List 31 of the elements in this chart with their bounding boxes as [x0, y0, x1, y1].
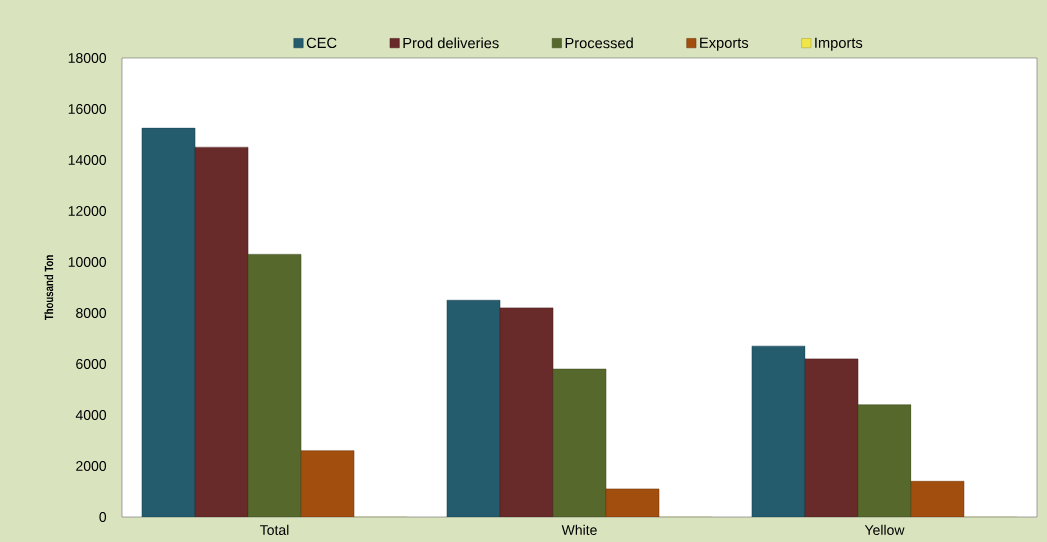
legend-label: Prod deliveries	[403, 37, 499, 49]
bar	[751, 345, 806, 517]
y-tick-label: 12000	[68, 206, 107, 216]
legend-label: Imports	[815, 37, 863, 51]
bar	[300, 450, 355, 517]
bar	[194, 146, 249, 517]
legend-label: Exports	[700, 37, 749, 51]
bar	[605, 488, 660, 517]
bar	[857, 404, 912, 517]
bar	[446, 299, 501, 517]
y-tick-label: 8000	[76, 308, 107, 318]
y-tick-label: 4000	[75, 410, 107, 420]
bar	[247, 254, 302, 517]
y-tick-label: 2000	[76, 461, 107, 471]
bar	[552, 368, 607, 517]
y-tick-label: 6000	[76, 359, 107, 369]
y-tick-label: 10000	[68, 257, 107, 267]
y-tick-label: 0	[99, 512, 107, 522]
bar	[804, 358, 859, 517]
bar	[141, 127, 196, 517]
x-tick-label: Total	[260, 524, 289, 536]
y-tick-label: 14000	[68, 155, 107, 165]
x-tick-label: Yellow	[864, 524, 905, 536]
legend-label: Processed	[565, 37, 633, 49]
bar	[499, 307, 554, 517]
bar	[910, 481, 965, 517]
legend-label: CEC	[306, 37, 337, 49]
y-tick-label: 18000	[68, 53, 107, 63]
y-tick-label: 16000	[68, 104, 107, 114]
x-tick-label: White	[561, 524, 597, 536]
y-axis-title: Thousand Ton	[44, 255, 54, 321]
